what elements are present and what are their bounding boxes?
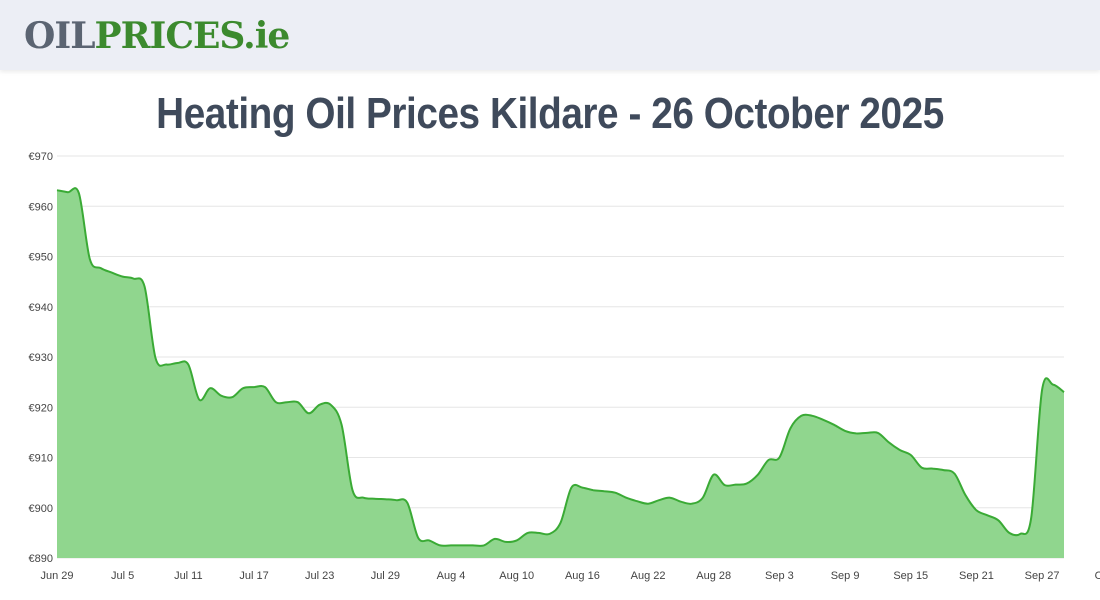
x-tick-label: Aug 10 xyxy=(499,570,534,582)
logo-text-domain: .ie xyxy=(243,15,290,57)
x-tick-label: Jul 23 xyxy=(305,570,334,582)
x-tick-label: Sep 21 xyxy=(959,570,994,582)
x-tick-label: Sep 27 xyxy=(1025,570,1060,582)
x-tick-label: Sep 15 xyxy=(893,570,928,582)
x-tick-label: Oct 3 xyxy=(1095,570,1100,582)
x-tick-label: Jun 29 xyxy=(40,570,73,582)
y-tick-label: €940 xyxy=(29,302,53,314)
y-tick-label: €910 xyxy=(29,453,53,465)
x-tick-label: Aug 28 xyxy=(696,570,731,582)
y-tick-label: €900 xyxy=(29,503,53,515)
site-header: OILPRICES.ie xyxy=(0,0,1100,70)
logo-text-prices: PRICES xyxy=(94,15,245,57)
logo-text-oil: OIL xyxy=(24,15,96,57)
y-axis: €890 €900 €910 €920 €930 €940 €950 €960 €970 xyxy=(29,151,53,565)
x-tick-label: Jul 5 xyxy=(111,570,134,582)
x-tick-label: Sep 3 xyxy=(765,570,794,582)
y-tick-label: €950 xyxy=(29,252,53,264)
y-tick-label: €920 xyxy=(29,402,53,414)
x-axis: Jun 29 Jul 5 Jul 11 Jul 17 Jul 23 Jul 29 Aug 4… xyxy=(40,570,1100,582)
price-line xyxy=(56,187,1065,547)
price-area xyxy=(57,188,1064,559)
y-tick-label: €960 xyxy=(29,201,53,213)
x-tick-label: Jul 17 xyxy=(239,570,268,582)
x-tick-label: Jul 11 xyxy=(174,570,203,582)
x-tick-label: Aug 16 xyxy=(565,570,600,582)
y-tick-label: €970 xyxy=(29,151,53,163)
site-logo[interactable]: OILPRICES.ie xyxy=(24,14,290,58)
page-title: Heating Oil Prices Kildare - 26 October … xyxy=(156,89,944,138)
y-tick-label: €930 xyxy=(29,352,53,364)
y-tick-label: €890 xyxy=(29,553,53,565)
x-tick-label: Aug 4 xyxy=(437,570,466,582)
x-tick-label: Aug 22 xyxy=(631,570,666,582)
x-tick-label: Sep 9 xyxy=(831,570,860,582)
x-tick-label: Jul 29 xyxy=(371,570,400,582)
